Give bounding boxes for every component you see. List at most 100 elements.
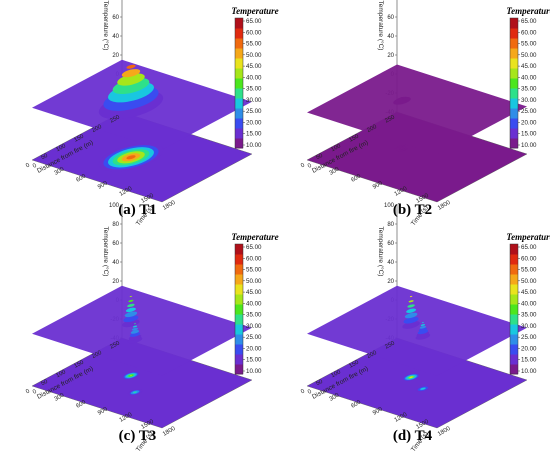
panel-t2: 100806040200-20-40Temperature (°C)050100… <box>275 0 550 227</box>
y-tick-label: 200 <box>366 350 378 360</box>
colorbar-tick-label: 55.00 <box>521 267 537 274</box>
surface-plot-t1: 100806040200-20-40Temperature (°C)050100… <box>25 0 279 227</box>
colorbar-title: Temperature <box>506 232 550 242</box>
colorbar-tick-label: 65.00 <box>246 244 262 251</box>
y-tick-label: 0 <box>25 388 31 395</box>
colorbar-segment <box>510 284 518 295</box>
colorbar-segment <box>510 264 518 275</box>
panel-t3: 100806040200-20-40Temperature (°C)050100… <box>0 203 278 452</box>
z-tick-label: 20 <box>387 53 394 59</box>
panel-caption: (d) T4 <box>392 428 433 444</box>
surface-mound-ring <box>409 295 413 298</box>
y-tick-label: 0 <box>300 162 306 169</box>
colorbar-segment <box>235 284 243 295</box>
surface-plot-t3: 100806040200-20-40Temperature (°C)050100… <box>25 203 278 452</box>
colorbar-segment <box>235 118 243 129</box>
x-tick-label: 600 <box>75 173 87 184</box>
colorbar-tick-label: 35.00 <box>246 312 262 319</box>
colorbar-segment <box>235 324 243 335</box>
colorbar-tick-label: 10.00 <box>521 142 537 149</box>
colorbar-title: Temperature <box>231 6 278 16</box>
colorbar-segment <box>510 324 518 335</box>
surface-base <box>307 285 527 376</box>
y-tick-label: 100 <box>55 143 67 153</box>
colorbar-segment <box>510 314 518 325</box>
colorbar-tick-label: 10.00 <box>246 142 262 149</box>
floor-contour-ring <box>400 147 404 149</box>
z-tick-label: 40 <box>387 260 394 266</box>
z-tick-label: 80 <box>112 222 119 228</box>
colorbar-segment <box>510 354 518 365</box>
colorbar-tick-label: 30.00 <box>521 323 537 330</box>
y-tick-label: 250 <box>384 114 396 124</box>
floor-contour-ring <box>129 375 133 377</box>
y-tick-label: 250 <box>109 114 121 124</box>
colorbar-segment <box>510 58 518 69</box>
x-tick-label: 600 <box>350 173 362 184</box>
colorbar-tick-label: 35.00 <box>246 86 262 93</box>
colorbar-segment <box>235 334 243 345</box>
panel-caption: (c) T3 <box>118 428 157 444</box>
colorbar-segment <box>235 38 243 49</box>
colorbar-tick-label: 55.00 <box>246 41 262 48</box>
colorbar-tick-label: 45.00 <box>246 63 262 70</box>
colorbar-segment <box>235 58 243 69</box>
z-tick-label: 80 <box>112 0 119 2</box>
surface-mound-ring <box>408 300 414 303</box>
y-tick-label: 200 <box>91 124 103 134</box>
surface-base <box>307 64 527 155</box>
surface-mound-ring <box>124 311 138 318</box>
z-tick-label: 40 <box>112 34 119 40</box>
colorbar-segment <box>235 254 243 265</box>
surface-mound-ring <box>419 325 427 329</box>
surface-mound-ring <box>125 307 136 313</box>
colorbar-frame <box>234 17 244 149</box>
colorbar-frame <box>234 243 244 375</box>
surface-mound-ring <box>126 64 136 69</box>
colorbar-tick-label: 40.00 <box>521 74 537 81</box>
surface-mound-ring <box>123 315 139 323</box>
colorbar-segment <box>235 28 243 39</box>
colorbar-segment <box>510 88 518 99</box>
colorbar-segment <box>510 344 518 355</box>
colorbar-tick-label: 55.00 <box>246 267 262 274</box>
z-tick-label: 60 <box>387 241 394 247</box>
colorbar-tick-label: 35.00 <box>521 86 537 93</box>
surface-mound-ring <box>403 316 419 324</box>
floor-contour-map <box>31 337 253 429</box>
surface-mound-ring <box>133 323 137 325</box>
surface-mound-ring <box>418 327 428 332</box>
x-tick-label: 0 <box>32 163 38 170</box>
surface-mound-ring <box>129 295 133 297</box>
colorbar-segment <box>235 98 243 109</box>
panel-caption: (b) T2 <box>392 202 433 218</box>
surface-mound-ring <box>132 325 138 328</box>
colorbar-tick-label: 65.00 <box>521 244 537 251</box>
surface-base <box>32 285 252 376</box>
surface-mound-ring <box>121 69 141 78</box>
colorbar-segment <box>235 314 243 325</box>
colorbar-tick-label: 10.00 <box>521 368 537 375</box>
z-axis-label: Temperature (°C) <box>102 1 110 51</box>
colorbar-title: Temperature <box>231 232 278 242</box>
colorbar-segment <box>235 294 243 305</box>
colorbar-title: Temperature <box>506 6 550 16</box>
colorbar-segment <box>510 304 518 315</box>
y-tick-label: 50 <box>40 153 49 162</box>
surface-mound-ring <box>407 304 415 308</box>
x-tick-label: 900 <box>97 180 109 191</box>
colorbar-tick-label: 20.00 <box>521 345 537 352</box>
colorbar-tick-label: 15.00 <box>521 131 537 138</box>
surface-mound-ring <box>130 330 140 334</box>
colorbar-segment <box>510 294 518 305</box>
colorbar-segment <box>235 264 243 275</box>
colorbar-tick-label: 25.00 <box>246 334 262 341</box>
panel-t4: 100806040200-20-40Temperature (°C)050100… <box>275 203 550 452</box>
colorbar-segment <box>235 18 243 29</box>
colorbar-tick-label: 15.00 <box>246 131 262 138</box>
colorbar-tick-label: 45.00 <box>521 63 537 70</box>
y-tick-label: 150 <box>73 359 85 369</box>
y-tick-label: 50 <box>315 379 324 388</box>
colorbar-tick-label: 30.00 <box>246 323 262 330</box>
